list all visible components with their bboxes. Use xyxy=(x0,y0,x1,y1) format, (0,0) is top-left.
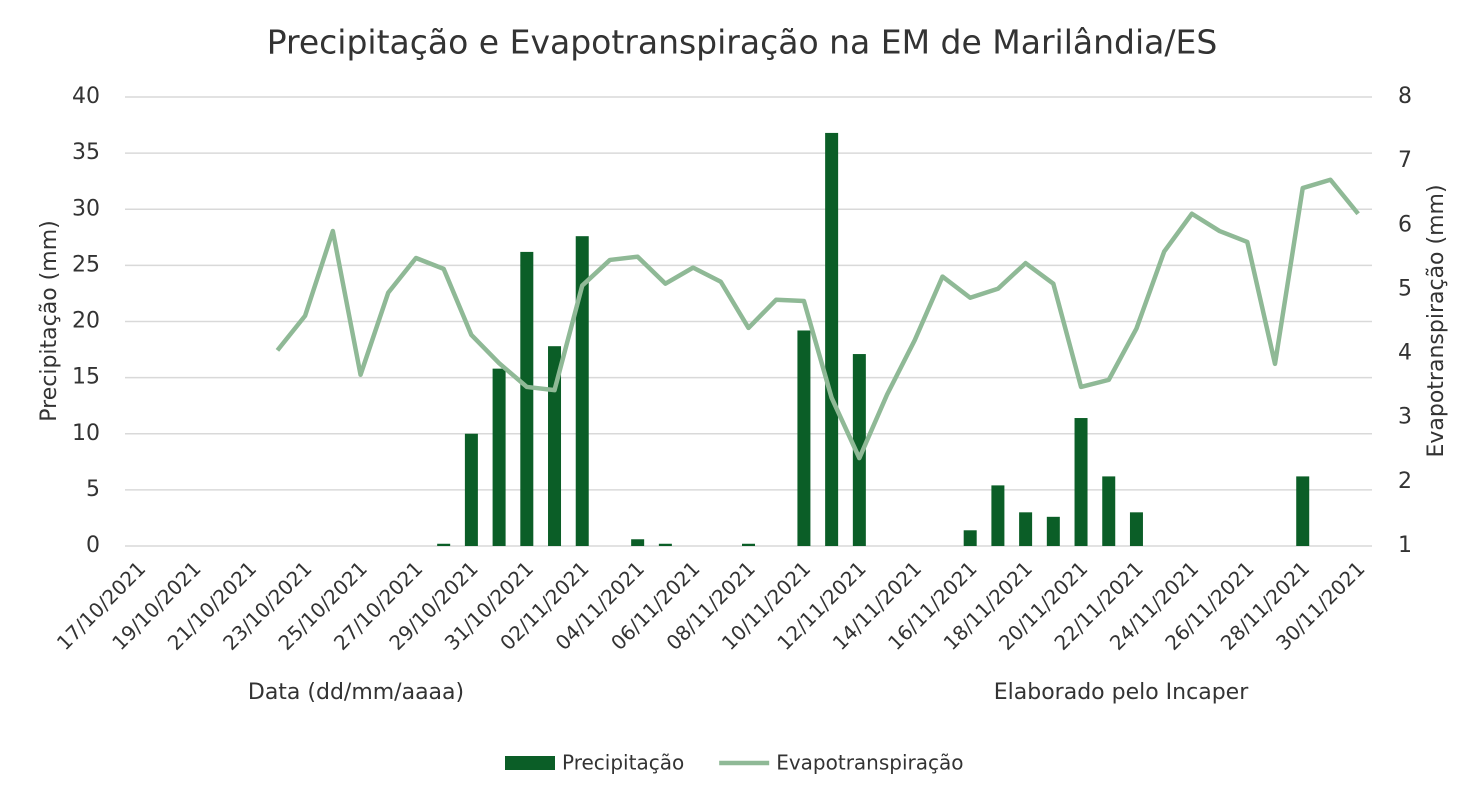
annotation: Data (dd/mm/aaaa) xyxy=(248,680,464,705)
y-tick-label: 20 xyxy=(72,309,100,334)
bar xyxy=(658,543,672,546)
chart-title: Precipitação e Evapotranspiração na EM d… xyxy=(267,23,1218,62)
y-tick-label: 10 xyxy=(72,421,100,446)
y-tick-label: 25 xyxy=(72,252,100,277)
bar xyxy=(825,132,839,547)
legend-label: Precipitação xyxy=(562,751,684,775)
bar xyxy=(1129,512,1143,546)
bar xyxy=(742,543,755,546)
bar xyxy=(1074,418,1088,546)
bar xyxy=(797,330,811,546)
y-tick-label: 5 xyxy=(86,477,100,502)
bar xyxy=(575,236,589,546)
bar xyxy=(520,251,534,546)
y-tick-label: 0 xyxy=(86,533,100,558)
bar xyxy=(492,368,506,546)
bar xyxy=(548,346,562,546)
y2-axis-label: Evapotranspiração (mm) xyxy=(1424,184,1449,457)
bar xyxy=(963,530,977,546)
legend-label: Evapotranspiração xyxy=(776,751,963,775)
y2-tick-label: 1 xyxy=(1398,533,1412,558)
y-axis-label: Precipitação (mm) xyxy=(37,220,62,421)
legend-swatch xyxy=(505,756,555,770)
y2-tick-label: 6 xyxy=(1398,212,1412,237)
y2-tick-label: 7 xyxy=(1398,148,1412,173)
bar xyxy=(1102,476,1116,546)
bar xyxy=(1019,512,1033,546)
bar xyxy=(631,539,645,546)
y2-tick-label: 4 xyxy=(1398,341,1412,366)
line xyxy=(275,177,1360,461)
y-tick-label: 35 xyxy=(72,140,100,165)
bar xyxy=(1046,516,1060,546)
bar xyxy=(991,485,1005,546)
y2-tick-label: 5 xyxy=(1398,276,1412,301)
y-tick-label: 15 xyxy=(72,365,100,390)
y2-tick-label: 8 xyxy=(1398,84,1412,109)
bar xyxy=(464,433,478,546)
bar xyxy=(1296,476,1310,546)
bar xyxy=(852,354,866,546)
annotation: Elaborado pelo Incaper xyxy=(994,680,1249,705)
y2-tick-label: 3 xyxy=(1398,405,1412,430)
y-tick-label: 30 xyxy=(72,196,100,221)
y-tick-label: 40 xyxy=(72,84,100,109)
bar xyxy=(437,543,451,546)
y2-tick-label: 2 xyxy=(1398,469,1412,494)
